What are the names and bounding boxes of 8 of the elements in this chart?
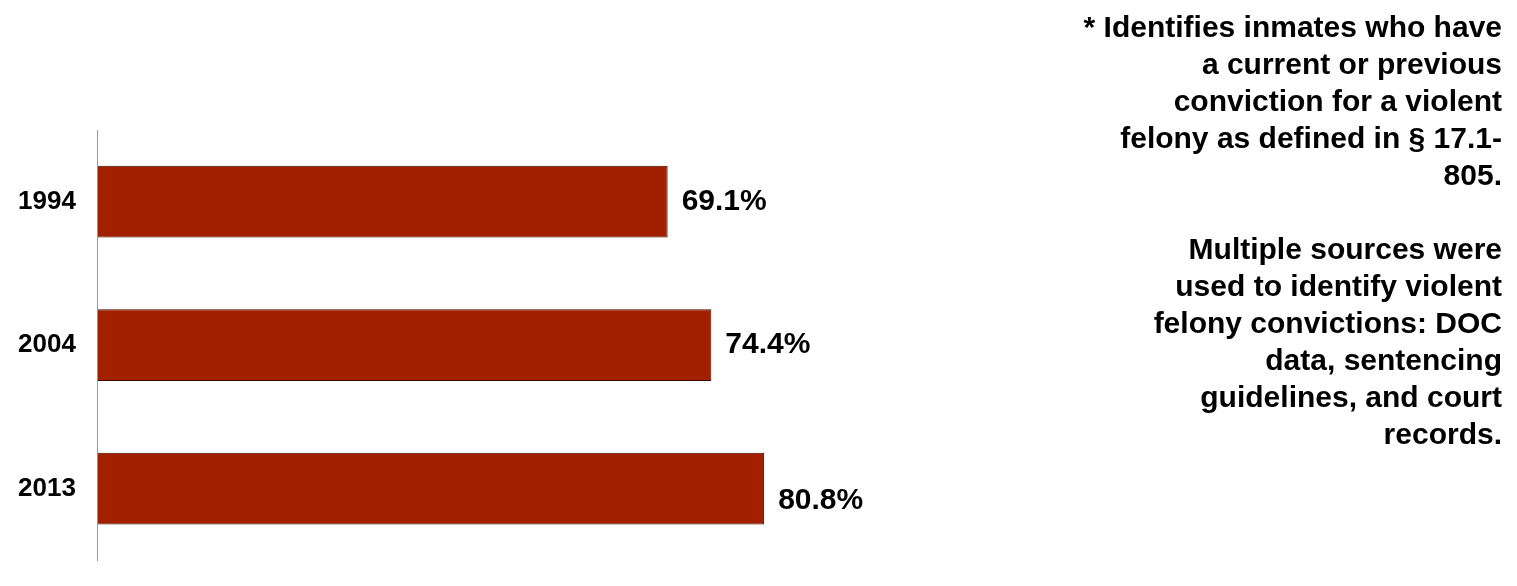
data-label: 74.4% [725,326,811,360]
data-label: 80.8% [778,481,864,515]
y-tick-label: 2004 [18,328,77,359]
data-label: 69.1% [681,183,767,216]
y-tick-label: 1994 [18,184,77,215]
text: Multiple sources were used to identify violent felony convictions: DOC data, sentencing guidelines, and court records. [1152,231,1502,452]
y-tick-label: 2013 [18,471,76,502]
text: * Identifies inmates who have a current or previous conviction for a violent felony as defined in § 17.1-805. [1082,9,1502,193]
